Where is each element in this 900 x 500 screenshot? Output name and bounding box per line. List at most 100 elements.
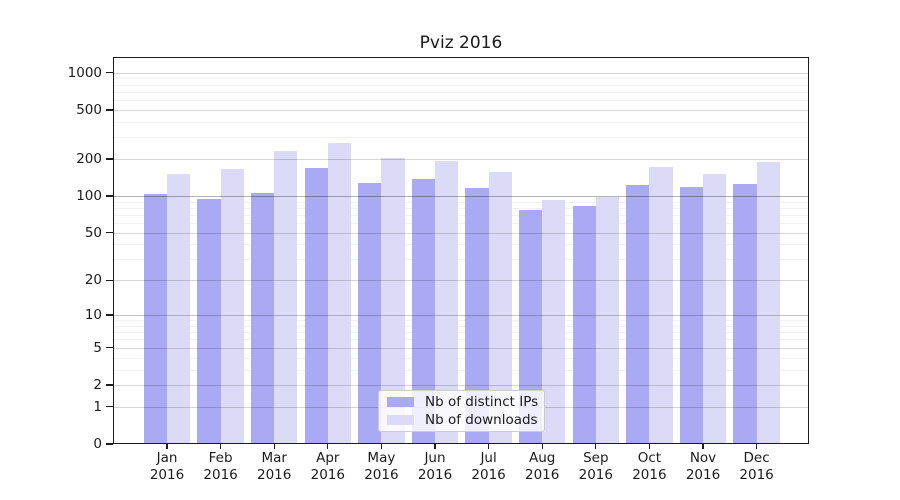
bar-jul-distinct-ips — [465, 188, 489, 444]
bar-aug-downloads — [542, 199, 566, 444]
x-tick-year: 2016 — [739, 467, 774, 483]
minor-gridline — [114, 201, 808, 203]
y-tick-label: 1 — [93, 398, 102, 415]
y-tick-label: 2 — [93, 376, 102, 393]
y-tick-label: 200 — [76, 151, 102, 167]
y-tick-mark — [106, 109, 113, 111]
bar-aug-distinct-ips — [518, 209, 543, 444]
minor-gridline — [114, 332, 808, 334]
minor-gridline — [114, 357, 808, 359]
x-tick-year: 2016 — [257, 467, 292, 483]
x-tick-label: Jun 2016 — [395, 450, 475, 484]
x-tick-month: Feb — [208, 450, 233, 466]
x-tick-year: 2016 — [364, 467, 399, 483]
x-tick-month: Oct — [637, 450, 662, 466]
x-tick-year: 2016 — [685, 467, 721, 483]
x-tick-year: 2016 — [632, 467, 667, 483]
x-tick-mark — [648, 444, 651, 449]
bar-jan-distinct-ips — [143, 194, 167, 444]
minor-gridline — [114, 259, 808, 261]
bar-mar-downloads — [274, 151, 298, 444]
major-gridline — [114, 159, 808, 160]
y-tick-label: 5 — [93, 339, 102, 356]
bar-jul-downloads — [488, 172, 512, 444]
x-tick-mark — [380, 444, 383, 449]
minor-gridline — [114, 137, 808, 139]
bar-may-downloads — [381, 157, 405, 444]
x-tick-mark — [595, 444, 597, 449]
minor-gridline — [114, 91, 808, 93]
bar-apr-downloads — [327, 143, 352, 444]
legend-swatch-distinct-ips — [387, 397, 414, 408]
x-tick-label: Apr 2016 — [288, 450, 368, 484]
y-tick-mark — [106, 279, 113, 282]
y-tick-label: 100 — [76, 187, 102, 204]
x-tick-label: Jan 2016 — [127, 450, 207, 484]
x-tick-label: Nov 2016 — [663, 450, 743, 484]
bar-jan-downloads — [167, 173, 191, 444]
x-tick-mark — [327, 444, 329, 449]
x-tick-month: Dec — [743, 450, 770, 466]
minor-gridline — [114, 121, 808, 123]
y-tick-mark — [106, 72, 113, 74]
minor-gridline — [114, 100, 808, 102]
major-gridline — [114, 347, 808, 349]
minor-gridline — [114, 369, 808, 371]
y-tick-mark — [106, 443, 113, 445]
y-tick-label: 20 — [84, 272, 102, 289]
bar-oct-distinct-ips — [626, 184, 650, 444]
x-tick-label: Aug 2016 — [502, 450, 582, 484]
bar-jun-downloads — [435, 161, 459, 444]
major-gridline — [114, 195, 808, 197]
minor-gridline — [114, 339, 808, 341]
x-tick-mark — [273, 444, 275, 449]
x-tick-mark — [434, 444, 436, 449]
minor-gridline — [114, 325, 808, 327]
y-tick-mark — [106, 347, 113, 349]
major-gridline — [114, 384, 808, 386]
bar-jun-distinct-ips — [411, 178, 435, 444]
major-gridline — [114, 280, 808, 282]
y-tick-mark — [106, 195, 113, 197]
x-tick-label: Oct 2016 — [609, 450, 689, 484]
x-tick-year: 2016 — [578, 467, 613, 483]
legend-item-distinct-ips: Nb of distinct IPs — [387, 394, 539, 411]
minor-gridline — [114, 223, 808, 225]
y-tick-label: 500 — [76, 101, 102, 118]
x-tick-label: Feb 2016 — [181, 450, 261, 484]
x-tick-label: Dec 2016 — [717, 450, 797, 484]
bar-feb-downloads — [220, 168, 244, 444]
x-tick-mark — [219, 444, 222, 449]
x-tick-month: Sep — [583, 450, 609, 466]
y-tick-mark — [106, 384, 113, 386]
bar-mar-distinct-ips — [250, 192, 275, 444]
x-tick-month: Jul — [480, 450, 497, 466]
major-gridline — [114, 109, 808, 111]
major-gridline — [114, 72, 808, 74]
chart-title: Pviz 2016 — [419, 33, 503, 53]
x-tick-mark — [702, 444, 704, 449]
bar-apr-distinct-ips — [304, 168, 328, 444]
legend-label-downloads: Nb of downloads — [425, 411, 538, 428]
x-tick-month: May — [367, 450, 396, 466]
legend-item-downloads: Nb of downloads — [387, 411, 538, 428]
bar-dec-distinct-ips — [733, 184, 757, 444]
legend-label-distinct-ips: Nb of distinct IPs — [425, 394, 539, 411]
legend-swatch-downloads — [387, 414, 414, 425]
minor-gridline — [114, 84, 808, 86]
major-gridline — [114, 315, 808, 317]
bar-oct-downloads — [649, 167, 673, 444]
bar-sep-downloads — [595, 196, 620, 444]
x-tick-year: 2016 — [471, 467, 506, 483]
x-tick-year: 2016 — [310, 467, 345, 483]
minor-gridline — [114, 207, 808, 209]
y-tick-mark — [106, 406, 113, 408]
minor-gridline — [114, 244, 808, 246]
y-tick-label: 10 — [84, 307, 102, 324]
y-tick-label: 0 — [93, 436, 102, 452]
x-tick-month: Nov — [689, 450, 717, 466]
bar-nov-distinct-ips — [679, 187, 703, 444]
x-tick-month: Apr — [316, 450, 340, 466]
x-tick-month: Aug — [529, 450, 556, 466]
